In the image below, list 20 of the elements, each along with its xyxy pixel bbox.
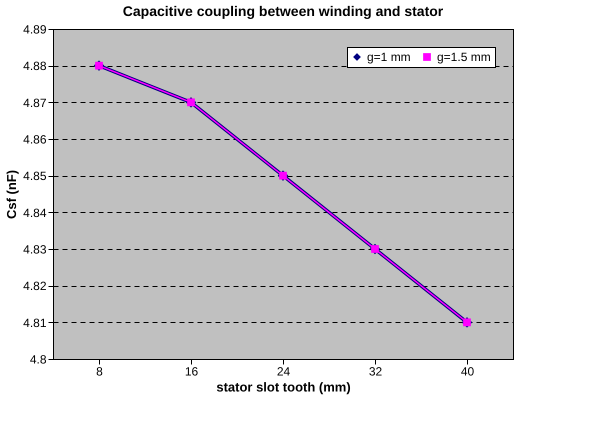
y-tick-label: 4.88 [23,59,47,74]
x-tick-label: 8 [96,364,104,378]
y-tick-label: 4.87 [23,96,47,110]
y-tick-label: 4.82 [23,279,47,294]
y-tick-label: 4.86 [23,132,47,146]
legend-label: g=1.5 mm [437,50,491,64]
chart-title: Capacitive coupling between winding and stator [122,3,444,19]
y-tick-label: 4.85 [23,169,47,184]
x-axis-title: stator slot tooth (mm) [216,380,351,394]
x-tick-label: 24 [276,364,290,378]
y-tick-label: 4.81 [23,316,47,330]
y-tick-label: 4.8 [30,352,47,366]
y-tick-label: 4.89 [23,22,47,36]
y-tick-label: 4.84 [23,206,47,220]
legend-label: g=1 mm [367,50,411,64]
x-tick-label: 16 [184,364,198,378]
y-tick-label: 4.83 [23,242,47,256]
x-tick-label: 40 [460,364,474,378]
y-axis-title: Csf (nF) [4,170,20,220]
x-tick-label: 32 [368,364,382,378]
